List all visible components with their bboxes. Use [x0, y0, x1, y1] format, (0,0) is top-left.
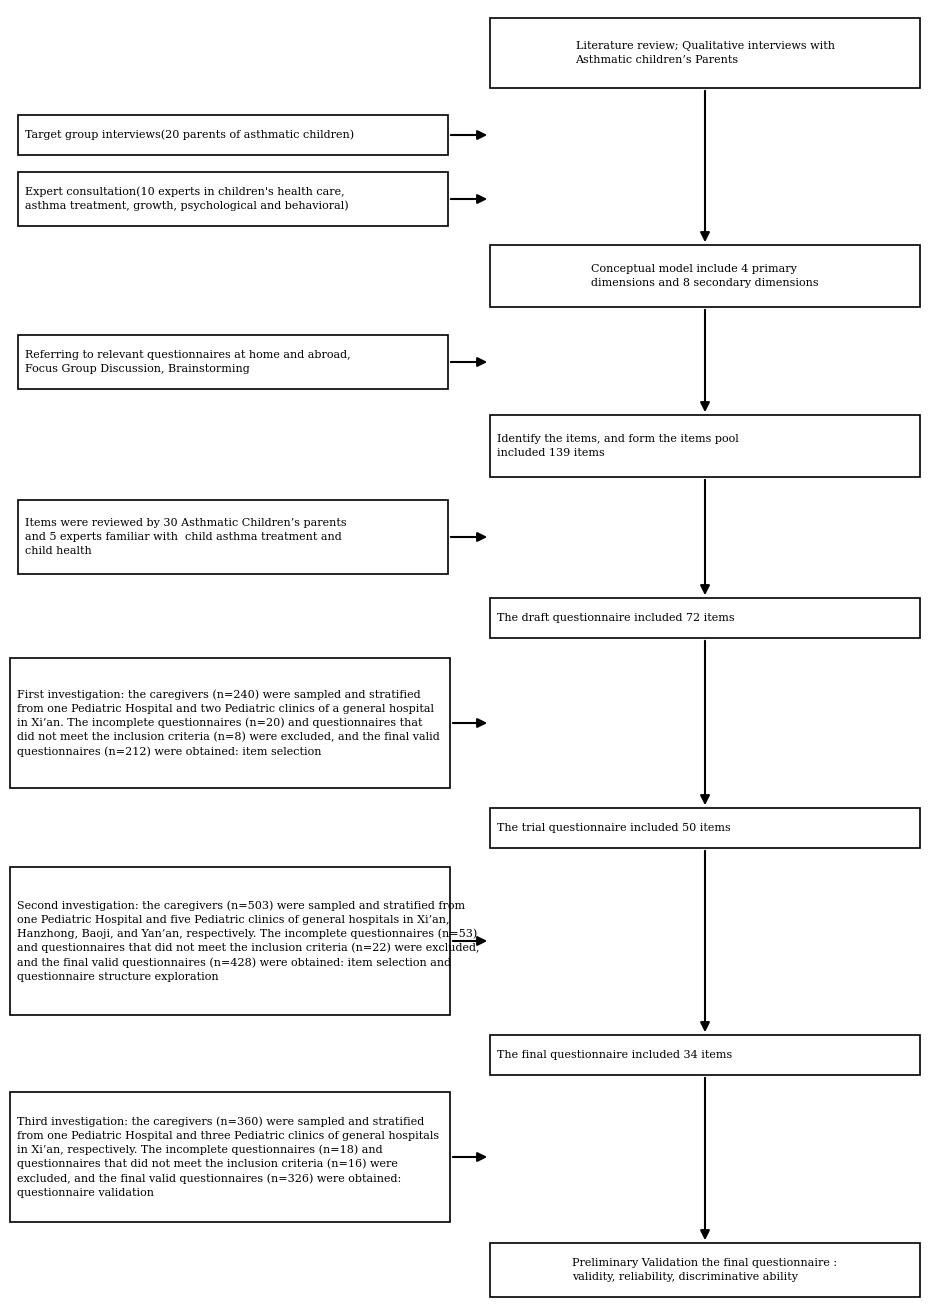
- Text: Preliminary Validation the final questionnaire :
validity, reliability, discrimi: Preliminary Validation the final questio…: [572, 1259, 836, 1282]
- Text: Referring to relevant questionnaires at home and abroad,
Focus Group Discussion,: Referring to relevant questionnaires at …: [25, 350, 350, 374]
- Bar: [10, 1092, 449, 1222]
- Text: Items were reviewed by 30 Asthmatic Children’s parents
and 5 experts familiar wi: Items were reviewed by 30 Asthmatic Chil…: [25, 518, 346, 556]
- Text: Literature review; Qualitative interviews with
Asthmatic children’s Parents: Literature review; Qualitative interview…: [575, 41, 834, 64]
- Text: Second investigation: the caregivers (n=503) were sampled and stratified from
on: Second investigation: the caregivers (n=…: [17, 901, 479, 982]
- Bar: [490, 416, 919, 477]
- Bar: [490, 1243, 919, 1297]
- Bar: [18, 172, 447, 225]
- Text: Expert consultation(10 experts in children's health care,
asthma treatment, grow: Expert consultation(10 experts in childr…: [25, 186, 348, 211]
- Bar: [490, 245, 919, 307]
- Text: The trial questionnaire included 50 items: The trial questionnaire included 50 item…: [497, 823, 730, 832]
- Text: The draft questionnaire included 72 items: The draft questionnaire included 72 item…: [497, 614, 733, 623]
- Text: The final questionnaire included 34 items: The final questionnaire included 34 item…: [497, 1050, 732, 1061]
- Bar: [18, 499, 447, 574]
- Text: First investigation: the caregivers (n=240) were sampled and stratified
from one: First investigation: the caregivers (n=2…: [17, 690, 439, 756]
- Bar: [490, 808, 919, 848]
- Bar: [490, 598, 919, 638]
- Bar: [490, 1034, 919, 1075]
- Bar: [490, 18, 919, 88]
- Bar: [10, 658, 449, 788]
- Bar: [18, 336, 447, 389]
- Text: Target group interviews(20 parents of asthmatic children): Target group interviews(20 parents of as…: [25, 130, 354, 140]
- Text: Third investigation: the caregivers (n=360) were sampled and stratified
from one: Third investigation: the caregivers (n=3…: [17, 1117, 439, 1197]
- Text: Conceptual model include 4 primary
dimensions and 8 secondary dimensions: Conceptual model include 4 primary dimen…: [591, 265, 818, 288]
- Bar: [10, 867, 449, 1015]
- Bar: [18, 115, 447, 155]
- Text: Identify the items, and form the items pool
included 139 items: Identify the items, and form the items p…: [497, 434, 738, 458]
